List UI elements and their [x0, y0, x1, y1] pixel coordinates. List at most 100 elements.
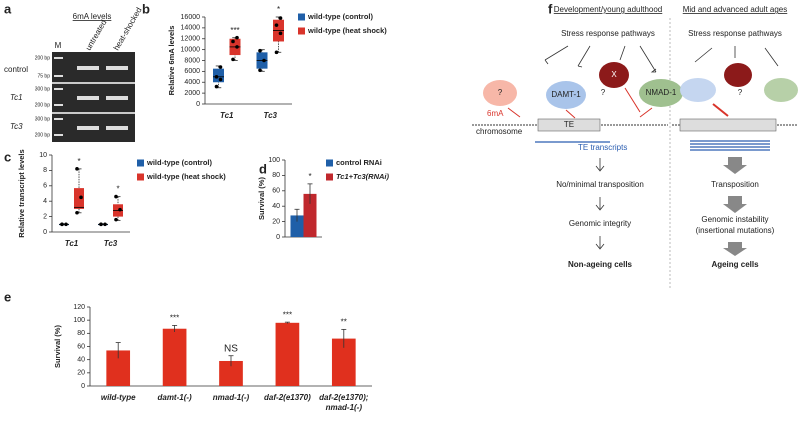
y-axis-label: Relative 6mA levels: [167, 26, 176, 96]
bar: [275, 322, 300, 386]
te-label: TE: [564, 120, 574, 129]
y-tick-label: 60: [272, 188, 280, 195]
node: [599, 62, 629, 88]
point: [258, 48, 262, 53]
y-tick-label: 0: [81, 383, 85, 390]
x-tick-label: nmad-1(-): [213, 393, 250, 402]
gel-bands: [54, 57, 128, 136]
mark-label: 6mA: [487, 109, 504, 118]
band: [54, 104, 63, 106]
y-tick-label: 60: [77, 343, 85, 350]
arrow: [507, 87, 653, 119]
node: [724, 63, 752, 87]
row-label: control: [4, 65, 28, 74]
bp-label: 200 bp: [35, 132, 51, 138]
outcome: Transposition: [711, 180, 759, 189]
y-tick-label: 6: [43, 183, 47, 190]
legend-label: wild-type (control): [146, 158, 212, 167]
point: [231, 57, 235, 62]
point: [278, 31, 283, 36]
te-box: [537, 118, 601, 132]
chromosome-label: chromosome: [476, 127, 523, 136]
legend-label: wild-type (heat shock): [146, 172, 226, 181]
legend-label: wild-type (heat shock): [307, 26, 387, 35]
annotation: ***: [283, 310, 292, 319]
y-tick-label: 4000: [184, 79, 200, 86]
band: [106, 66, 128, 70]
annotation: **: [341, 317, 347, 326]
y-tick-label: 10: [39, 152, 47, 159]
point: [218, 77, 223, 82]
point: [60, 222, 64, 227]
gel-panel: 6mA levels M untreated heat-shocked cont…: [4, 6, 144, 142]
outcome: Genomic instability: [701, 215, 768, 224]
panel-label: f: [548, 1, 553, 16]
bar: [331, 338, 356, 386]
band: [106, 96, 128, 100]
y-axis-label: Relative transcript levels: [17, 149, 26, 237]
bp-label: 300 bp: [35, 116, 51, 122]
band: [106, 126, 128, 130]
y-tick-label: 0: [43, 229, 47, 236]
outcome: Ageing cells: [711, 260, 759, 269]
row-label: Tc1: [10, 93, 23, 102]
y-tick-label: 120: [73, 304, 85, 311]
outcome: (insertional mutations): [696, 226, 775, 235]
legend-swatch: [137, 159, 144, 167]
x-tick-label: nmad-1(-): [326, 403, 363, 412]
outcome: Genomic integrity: [569, 219, 631, 228]
y-tick-label: 40: [77, 357, 85, 364]
diagram: Development/young adulthood Mid and adva…: [472, 5, 798, 290]
bar: [219, 360, 243, 386]
legend-label: control RNAi: [336, 158, 382, 167]
point: [278, 16, 283, 20]
point: [118, 207, 122, 212]
y-tick-label: 16000: [181, 14, 201, 21]
panel-label: c: [4, 149, 11, 164]
annotation: *: [277, 5, 280, 14]
x-tick-label: daf-2(e1370);: [319, 393, 369, 402]
panel-label: d: [259, 161, 267, 176]
y-tick-label: 100: [73, 317, 85, 324]
annotation: *: [116, 185, 119, 194]
bp-label: 200 bp: [35, 102, 51, 108]
annotation: *: [77, 157, 80, 166]
node-label: DAMT-1: [551, 90, 581, 99]
legend-swatch: [298, 27, 305, 35]
point: [214, 84, 219, 89]
gel-title: 6mA levels: [73, 12, 112, 21]
point: [258, 68, 262, 73]
legend-swatch: [298, 13, 305, 21]
band: [54, 134, 63, 136]
arrow: [712, 103, 729, 117]
band: [77, 126, 99, 130]
point: [103, 222, 107, 227]
y-tick-label: 6000: [184, 68, 200, 75]
node: [546, 81, 586, 109]
point: [274, 23, 279, 27]
band: [77, 96, 99, 100]
point: [218, 65, 223, 69]
y-axis-label: Survival (%): [53, 325, 62, 368]
annotation: ***: [170, 314, 179, 323]
bar: [290, 215, 304, 237]
node-label: ?: [498, 88, 503, 97]
transcripts-label: TE transcripts: [578, 143, 627, 152]
legend-swatch: [326, 159, 333, 167]
point: [114, 217, 118, 222]
y-tick-label: 2: [43, 213, 47, 220]
node: [483, 80, 517, 106]
outcome: Non-ageing cells: [568, 260, 633, 269]
x-tick-label: Tc1: [220, 111, 234, 120]
box: [59, 224, 69, 226]
panel-label: b: [142, 1, 150, 16]
x-tick-label: damt-1(-): [157, 393, 192, 402]
point: [235, 35, 239, 40]
legend-swatch: [137, 173, 144, 181]
x-tick-label: Tc3: [104, 239, 118, 248]
band: [54, 57, 63, 59]
x-tick-label: daf-2(e1370): [264, 393, 311, 402]
node: [764, 78, 798, 102]
y-tick-label: 80: [272, 172, 280, 179]
y-tick-label: 10000: [181, 46, 201, 53]
